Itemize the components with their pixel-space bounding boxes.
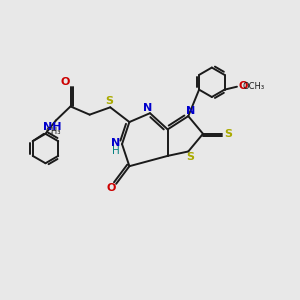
Text: NH: NH (43, 122, 62, 132)
Text: S: S (225, 129, 232, 139)
Text: N: N (186, 106, 195, 116)
Text: O: O (106, 183, 116, 193)
Text: S: S (105, 96, 113, 106)
Text: H: H (112, 146, 119, 156)
Text: N: N (143, 103, 152, 113)
Text: OCH₃: OCH₃ (242, 82, 264, 91)
Text: N: N (111, 138, 120, 148)
Text: CH₃: CH₃ (46, 127, 61, 136)
Text: O: O (61, 77, 70, 87)
Text: O: O (238, 81, 248, 91)
Text: S: S (187, 152, 195, 162)
